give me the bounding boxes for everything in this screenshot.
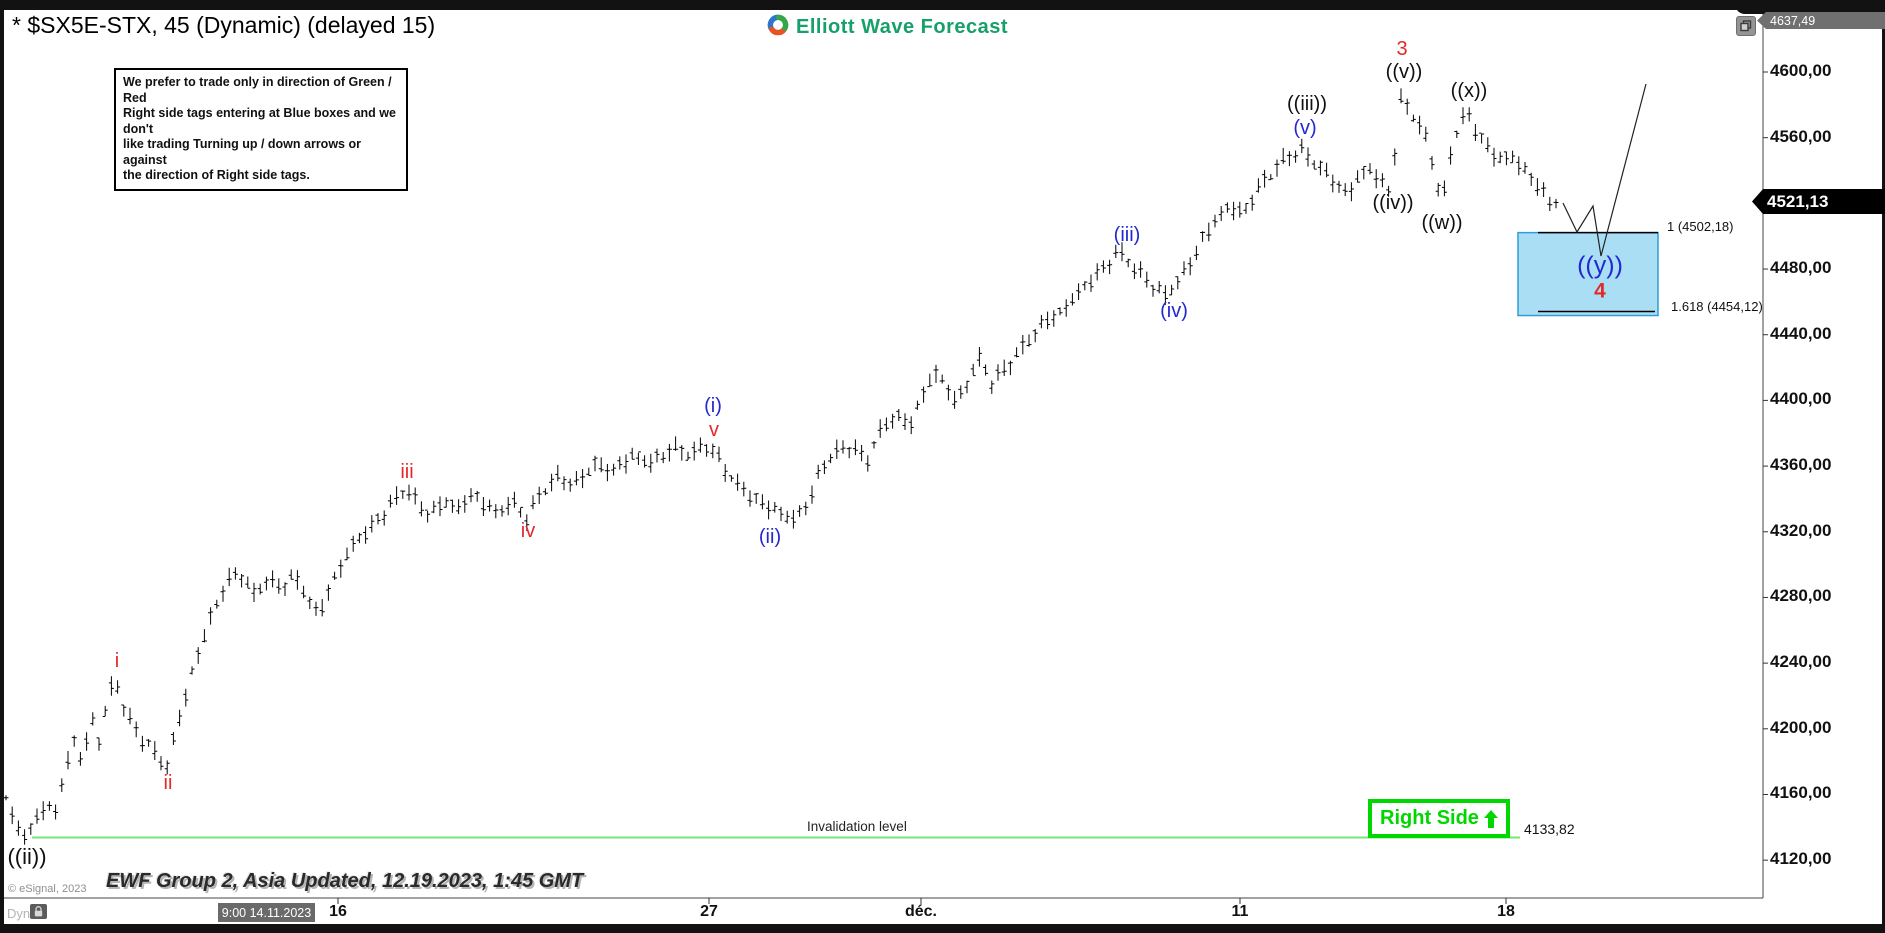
lock-scale-button[interactable]: [30, 904, 47, 919]
invalidation-level-label: Invalidation level: [807, 819, 907, 834]
window-right-border: [1882, 0, 1885, 933]
lock-icon: [34, 906, 43, 917]
price-tick-label: 4240,00: [1770, 652, 1832, 672]
fib-level-1-label: 1 (4502,18): [1667, 219, 1734, 234]
price-tick-label: 4360,00: [1770, 455, 1832, 475]
window-bottom-bar: [0, 924, 1885, 933]
wave-label-iv: ((iv)): [1372, 192, 1414, 214]
ewf-logo-icon: [766, 13, 790, 42]
price-tick-label: 4280,00: [1770, 586, 1832, 606]
time-axis-label: 18: [1497, 903, 1515, 920]
trading-note-box: We prefer to trade only in direction of …: [114, 68, 408, 191]
wave-label-ii: ii: [163, 772, 173, 794]
price-tick-label: 4440,00: [1770, 323, 1832, 343]
wave-label-4: 4: [1594, 279, 1606, 303]
restore-icon: [1740, 20, 1752, 32]
group-update-annotation: EWF Group 2, Asia Updated, 12.19.2023, 1…: [106, 870, 584, 892]
right-side-tag: Right Side: [1368, 799, 1510, 838]
session-high-tag: 4637,49: [1757, 12, 1885, 29]
wave-label-ii: (ii): [758, 526, 782, 548]
wave-label-i: (i): [704, 395, 722, 417]
wave-label-iii: ((iii)): [1287, 93, 1327, 115]
wave-label-v: ((v)): [1385, 61, 1423, 83]
wave-label-x: ((x)): [1450, 80, 1488, 102]
wave-label-iv: iv: [520, 520, 536, 542]
brand-logo: Elliott Wave Forecast: [766, 13, 1008, 42]
wave-label-w: ((w)): [1421, 212, 1463, 234]
price-tick-label: 4320,00: [1770, 520, 1832, 540]
wave-label-y: ((y)): [1577, 251, 1623, 280]
price-tick-label: 4560,00: [1770, 126, 1832, 146]
brand-name: Elliott Wave Forecast: [796, 16, 1009, 38]
invalidation-level-value: 4133,82: [1524, 821, 1575, 837]
crosshair-datetime-tooltip: 9:00 14.11.2023: [218, 903, 315, 922]
wave-label-i: i: [114, 650, 120, 672]
price-tick-label: 4120,00: [1770, 849, 1832, 869]
wave-label-iii: (iii): [1113, 224, 1141, 246]
window-top-bar-corner: [1735, 0, 1885, 14]
right-side-label: Right Side: [1380, 807, 1479, 829]
price-tick-label: 4480,00: [1770, 258, 1832, 278]
wave-label-v: (v): [1293, 117, 1317, 139]
time-axis-label: 11: [1231, 903, 1249, 920]
price-tick-label: 4200,00: [1770, 717, 1832, 737]
up-arrow-icon: [1483, 809, 1498, 828]
price-tick-label: 4400,00: [1770, 389, 1832, 409]
fib-level-1618-label: 1.618 (4454,12): [1671, 299, 1763, 314]
esignal-copyright: © eSignal, 2023: [8, 883, 87, 895]
time-axis-label: déc.: [904, 903, 937, 920]
wave-label-iii: iii: [400, 461, 414, 483]
time-axis-label: 16: [329, 903, 347, 920]
window-top-bar: [0, 0, 1885, 10]
price-tick-label: 4600,00: [1770, 61, 1832, 80]
dyn-mode-label: Dyn: [7, 906, 31, 921]
price-tick-label: 4160,00: [1770, 783, 1832, 803]
wave-label-v: v: [709, 419, 719, 441]
wave-label-3: 3: [1396, 38, 1408, 60]
time-axis-label: 27: [700, 903, 718, 920]
last-price-tag: 4521,13: [1752, 189, 1885, 214]
symbol-title: * $SX5E-STX, 45 (Dynamic) (delayed 15): [12, 12, 436, 38]
restore-window-button[interactable]: [1736, 16, 1756, 36]
window-left-border: [0, 0, 4, 933]
wave-label-ii: ((ii)): [7, 844, 47, 869]
wave-label-iv: (iv): [1160, 300, 1188, 322]
